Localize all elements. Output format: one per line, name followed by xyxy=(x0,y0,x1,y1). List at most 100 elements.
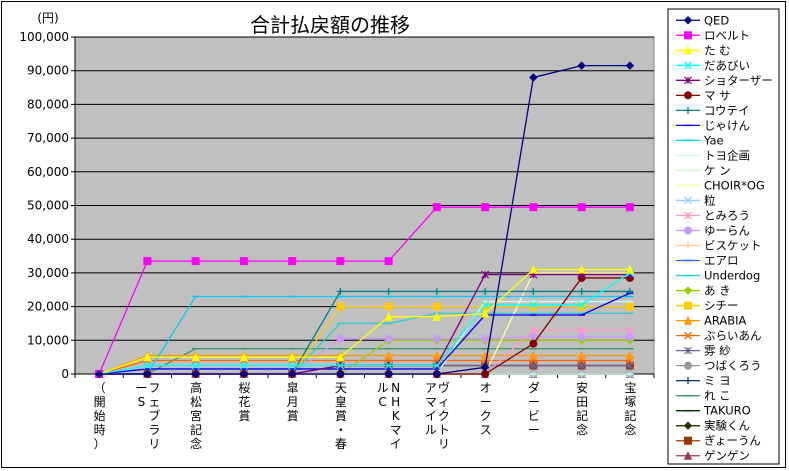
series xyxy=(95,268,634,378)
legend-swatch-marker xyxy=(683,315,693,325)
data-point xyxy=(336,352,345,362)
data-point xyxy=(336,287,344,295)
x-tick-label-char: C xyxy=(378,395,386,409)
legend-box xyxy=(667,8,780,465)
data-point xyxy=(432,312,442,321)
data-point xyxy=(625,61,635,70)
series-line xyxy=(98,354,630,375)
data-point xyxy=(625,326,634,335)
data-point xyxy=(578,287,586,295)
data-point xyxy=(336,257,345,266)
data-point xyxy=(433,287,441,295)
x-tick-label-char: 記 xyxy=(576,408,588,423)
legend-label: た む xyxy=(704,43,731,57)
y-tick-label: 40,000 xyxy=(27,232,69,246)
legend-label: 粒 xyxy=(704,193,716,207)
data-point xyxy=(288,361,297,370)
data-point xyxy=(529,287,537,295)
legend-label: ゆーらん xyxy=(704,223,750,237)
x-tick-label-char: ー xyxy=(528,423,540,437)
y-tick-label: 80,000 xyxy=(27,97,69,111)
x-tick-label-char: 天 xyxy=(335,381,347,395)
x-tick-label-char: 賞 xyxy=(335,409,347,423)
data-point xyxy=(625,332,634,341)
data-point xyxy=(384,257,393,266)
legend-swatch-marker xyxy=(683,286,693,295)
legend-label: トヨ企画 xyxy=(704,148,750,162)
legend-swatch-marker xyxy=(683,451,693,460)
legend-swatch-marker xyxy=(684,196,692,205)
data-point xyxy=(529,350,538,360)
legend-label: だあびい xyxy=(704,58,750,72)
data-point xyxy=(239,352,249,362)
legend-label: ARABIA xyxy=(704,314,747,328)
legend-swatch-marker xyxy=(684,346,692,355)
legend-label: ビスケット xyxy=(704,239,762,253)
data-point xyxy=(577,264,586,274)
legend-swatch-marker xyxy=(684,91,692,100)
data-point xyxy=(481,300,490,309)
legend-label: ぶらいあん xyxy=(704,329,762,343)
data-point xyxy=(336,334,345,343)
legend-swatch-marker xyxy=(683,16,693,25)
series-line xyxy=(98,268,630,375)
y-tick-label: 100,000 xyxy=(19,30,69,44)
x-tick-label-char: 塚 xyxy=(624,395,636,409)
y-tick-label: 30,000 xyxy=(27,266,69,280)
legend-label: れ こ xyxy=(704,389,731,403)
data-point xyxy=(384,302,393,311)
legend-label: コウテイ xyxy=(704,103,750,117)
chart-title: 合計払戻額の推移 xyxy=(250,13,410,37)
x-tick-label-char: ク xyxy=(438,409,450,423)
data-point xyxy=(143,361,152,370)
x-tick-label-char: ス xyxy=(480,423,492,437)
data-point xyxy=(239,361,248,370)
data-point xyxy=(336,302,345,311)
legend-label: CHOIR*OG xyxy=(704,178,765,192)
x-tick-label-char: ト xyxy=(438,423,450,437)
series-line xyxy=(98,206,630,375)
x-tick-label-char: 月 xyxy=(287,395,299,409)
x-tick-label-char: イ xyxy=(390,437,402,451)
x-tick-label-char: ル xyxy=(425,423,437,437)
legend-swatch-marker xyxy=(684,61,692,70)
x-tick-label-char: フ xyxy=(148,381,160,395)
data-point xyxy=(577,203,586,212)
x-tick-label-char: ヴ xyxy=(438,380,450,395)
data-point xyxy=(385,287,393,295)
legend-label: Yae xyxy=(703,133,724,147)
x-tick-label-char: ー xyxy=(135,381,147,395)
data-point xyxy=(384,334,393,343)
data-point xyxy=(480,308,490,318)
legend-swatch-marker xyxy=(684,377,692,385)
data-point xyxy=(625,203,634,212)
data-point xyxy=(432,361,441,370)
legend-swatch-marker xyxy=(684,331,692,340)
y-tick-label: 70,000 xyxy=(27,131,69,145)
legend-label: つばくろう xyxy=(704,359,762,373)
data-point xyxy=(625,302,634,311)
series-line xyxy=(99,64,630,375)
data-point xyxy=(239,369,249,379)
data-point xyxy=(529,302,538,311)
data-point xyxy=(432,302,441,311)
y-tick-label: 10,000 xyxy=(27,333,69,347)
x-tick-label: 天皇賞・春 xyxy=(335,381,347,451)
legend-label: ミ ヨ xyxy=(704,374,731,388)
legend-swatch-marker xyxy=(684,226,692,235)
legend-label: ショターザー xyxy=(704,73,773,87)
data-point xyxy=(529,264,538,274)
legend-label: 雰 紗 xyxy=(704,344,731,358)
series-line xyxy=(99,292,631,375)
data-point xyxy=(191,369,200,379)
x-tick-label-char: 春 xyxy=(335,437,347,451)
data-point xyxy=(384,369,393,379)
data-point xyxy=(191,352,200,362)
legend-label: とみろう xyxy=(704,208,750,222)
